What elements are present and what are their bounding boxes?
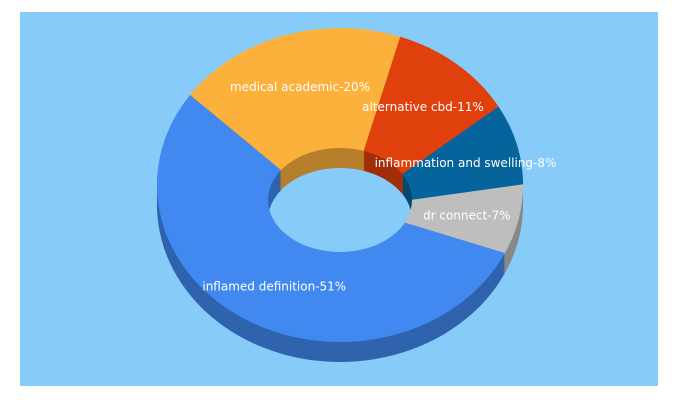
data-label: medical academic-20% <box>230 80 370 94</box>
data-label: dr connect-7% <box>423 209 511 223</box>
slice <box>402 106 523 200</box>
slice <box>157 94 505 342</box>
slice <box>404 184 523 254</box>
data-label: alternative cbd-11% <box>362 100 484 114</box>
slice <box>190 28 401 171</box>
data-label: inflamed definition-51% <box>202 279 346 293</box>
data-label: inflammation and swelling-8% <box>375 156 557 170</box>
slice <box>363 36 499 175</box>
